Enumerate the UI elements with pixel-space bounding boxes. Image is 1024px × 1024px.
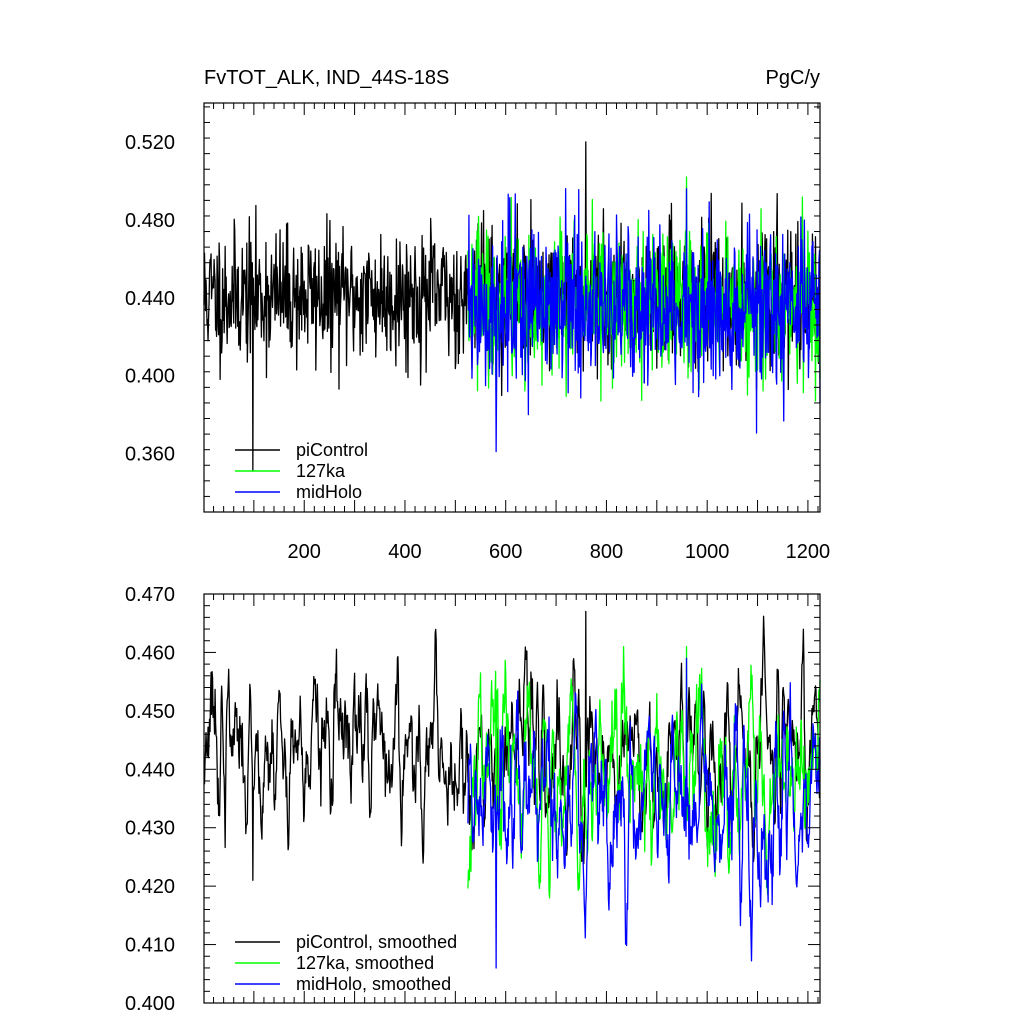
top-y-tick-labels: 0.360 0.400 0.440 0.480 0.520 xyxy=(125,132,175,466)
series-line-picontrol-smoothed xyxy=(203,610,821,881)
y-tick-label: 0.420 xyxy=(125,876,175,898)
y-tick-label: 0.410 xyxy=(125,935,175,957)
x-tick-label: 600 xyxy=(489,541,522,563)
x-tick-label: 1000 xyxy=(685,541,730,563)
x-tick-label: 1200 xyxy=(786,541,831,563)
x-tick-label: 200 xyxy=(288,541,321,563)
y-tick-label: 0.430 xyxy=(125,818,175,840)
x-tick-label: 400 xyxy=(388,541,421,563)
top-panel: FvTOT_ALK, IND_44S-18S PgC/y 0.3600.4000… xyxy=(125,67,830,563)
y-tick-label: 0.440 xyxy=(125,759,175,781)
y-tick-label: 0.400 xyxy=(125,366,175,388)
y-tick-label: 0.480 xyxy=(125,210,175,232)
top-legend-label-midholo: midHolo xyxy=(296,482,362,502)
bottom-panel: 0.400 0.410 0.420 0.430 0.440 0.450 0.460 0.470… xyxy=(125,584,821,1015)
top-chart-title: FvTOT_ALK, IND_44S-18S xyxy=(204,67,449,89)
bottom-y-tick-labels: 0.400 0.410 0.420 0.430 0.440 0.450 0.460 0.470 xyxy=(125,584,175,1015)
bottom-legend-label-midholo: midHolo, smoothed xyxy=(296,974,451,994)
y-tick-label: 0.450 xyxy=(125,701,175,723)
series-line-midholo xyxy=(467,188,821,453)
y-tick-label: 0.440 xyxy=(125,288,175,310)
top-series-group xyxy=(203,141,821,472)
top-plot-frame xyxy=(203,102,821,513)
top-legend: piControl 127ka midHolo xyxy=(235,440,368,502)
bottom-legend-label-127ka: 127ka, smoothed xyxy=(296,953,434,973)
top-legend-label-127ka: 127ka xyxy=(296,461,346,481)
top-units-label: PgC/y xyxy=(766,67,820,89)
x-tick-label: 800 xyxy=(590,541,623,563)
bottom-ticks-group xyxy=(204,593,820,1004)
top-legend-label-picontrol: piControl xyxy=(296,440,368,460)
series-line-midholo-smoothed xyxy=(467,657,821,969)
bottom-plot-frame xyxy=(203,593,821,1004)
top-x-tick-labels: 200 400 600 800 1000 1200 xyxy=(288,541,831,563)
y-tick-label: 0.400 xyxy=(125,993,175,1015)
top-ticks-group xyxy=(204,103,820,513)
y-tick-label: 0.470 xyxy=(125,584,175,606)
y-tick-label: 0.360 xyxy=(125,444,175,466)
y-tick-label: 0.460 xyxy=(125,642,175,664)
bottom-series-group xyxy=(203,610,821,969)
bottom-legend-label-picontrol: piControl, smoothed xyxy=(296,932,457,952)
bottom-legend: piControl, smoothed 127ka, smoothed midH… xyxy=(235,932,457,994)
y-tick-label: 0.520 xyxy=(125,132,175,154)
